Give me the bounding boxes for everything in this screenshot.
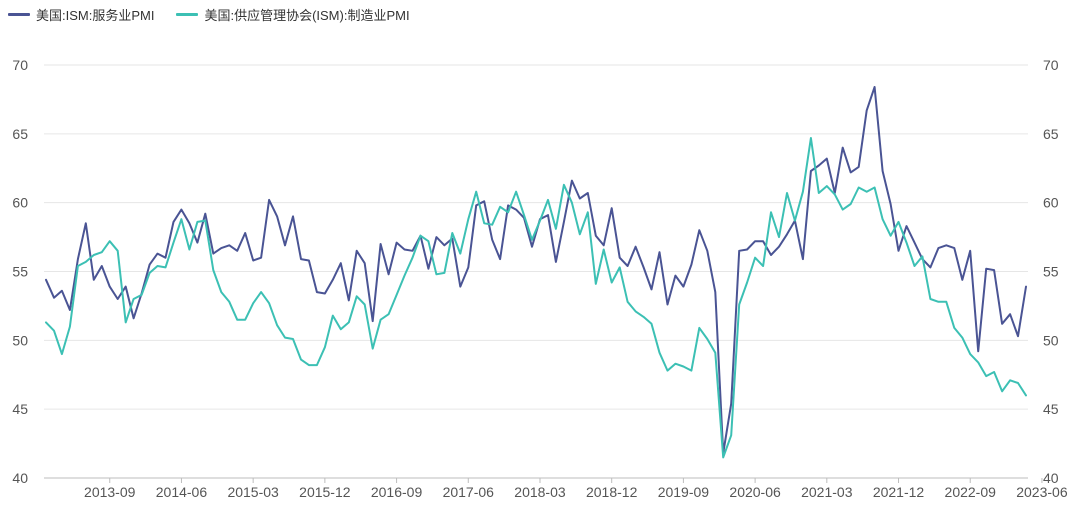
series-line-services-pmi <box>45 86 1027 455</box>
y-tick-right-45: 45 <box>1043 401 1059 417</box>
legend-item-services-pmi[interactable]: 美国:ISM:服务业PMI <box>8 5 154 24</box>
grid-lines <box>44 64 1028 410</box>
y-tick-right-50: 50 <box>1043 332 1059 348</box>
legend-swatch-services-pmi <box>8 12 30 16</box>
y-tick-left-60: 60 <box>12 195 28 211</box>
series-lines <box>45 86 1027 459</box>
y-tick-right-70: 70 <box>1043 57 1059 73</box>
y-tick-right-40: 40 <box>1043 470 1059 486</box>
y-tick-left-65: 65 <box>12 126 28 142</box>
y-axis-left: 40 45 50 55 60 65 70 <box>12 57 28 486</box>
y-tick-right-55: 55 <box>1043 264 1059 280</box>
y-tick-right-60: 60 <box>1043 195 1059 211</box>
x-tick-label-2023-06: 2023-06 <box>1016 484 1068 500</box>
x-axis: 2013-09 2014-06 2015-03 2015-12 2016-09 2017-… <box>84 478 1068 500</box>
x-tick-label-2015-12: 2015-12 <box>299 484 351 500</box>
x-tick-label-2018-03: 2018-03 <box>514 484 566 500</box>
x-tick-label-2021-03: 2021-03 <box>801 484 853 500</box>
x-tick-label-2022-09: 2022-09 <box>945 484 997 500</box>
x-tick-label-2016-09: 2016-09 <box>371 484 423 500</box>
x-tick-label-2020-06: 2020-06 <box>729 484 781 500</box>
x-tick-label-2013-09: 2013-09 <box>84 484 136 500</box>
y-tick-left-40: 40 <box>12 470 28 486</box>
legend-label-manufacturing-pmi: 美国:供应管理协会(ISM):制造业PMI <box>204 7 410 23</box>
y-tick-left-45: 45 <box>12 401 28 417</box>
legend-label-services-pmi: 美国:ISM:服务业PMI <box>36 7 155 23</box>
y-tick-left-50: 50 <box>12 332 28 348</box>
y-tick-left-55: 55 <box>12 264 28 280</box>
x-tick-label-2021-12: 2021-12 <box>873 484 925 500</box>
y-axis-right: 40 45 50 55 60 65 70 <box>1043 57 1059 486</box>
y-tick-right-65: 65 <box>1043 126 1059 142</box>
x-tick-label-2015-03: 2015-03 <box>227 484 279 500</box>
x-tick-label-2019-09: 2019-09 <box>658 484 710 500</box>
x-tick-label-2018-12: 2018-12 <box>586 484 638 500</box>
y-tick-left-70: 70 <box>12 57 28 73</box>
x-tick-label-2014-06: 2014-06 <box>156 484 208 500</box>
series-line-manufacturing-pmi <box>45 137 1027 459</box>
legend-swatch-manufacturing-pmi <box>176 12 199 16</box>
chart-legend: 美国:ISM:服务业PMI 美国:供应管理协会(ISM):制造业PMI <box>8 4 410 24</box>
legend-item-manufacturing-pmi[interactable]: 美国:供应管理协会(ISM):制造业PMI <box>176 5 410 24</box>
x-tick-label-2017-06: 2017-06 <box>443 484 495 500</box>
